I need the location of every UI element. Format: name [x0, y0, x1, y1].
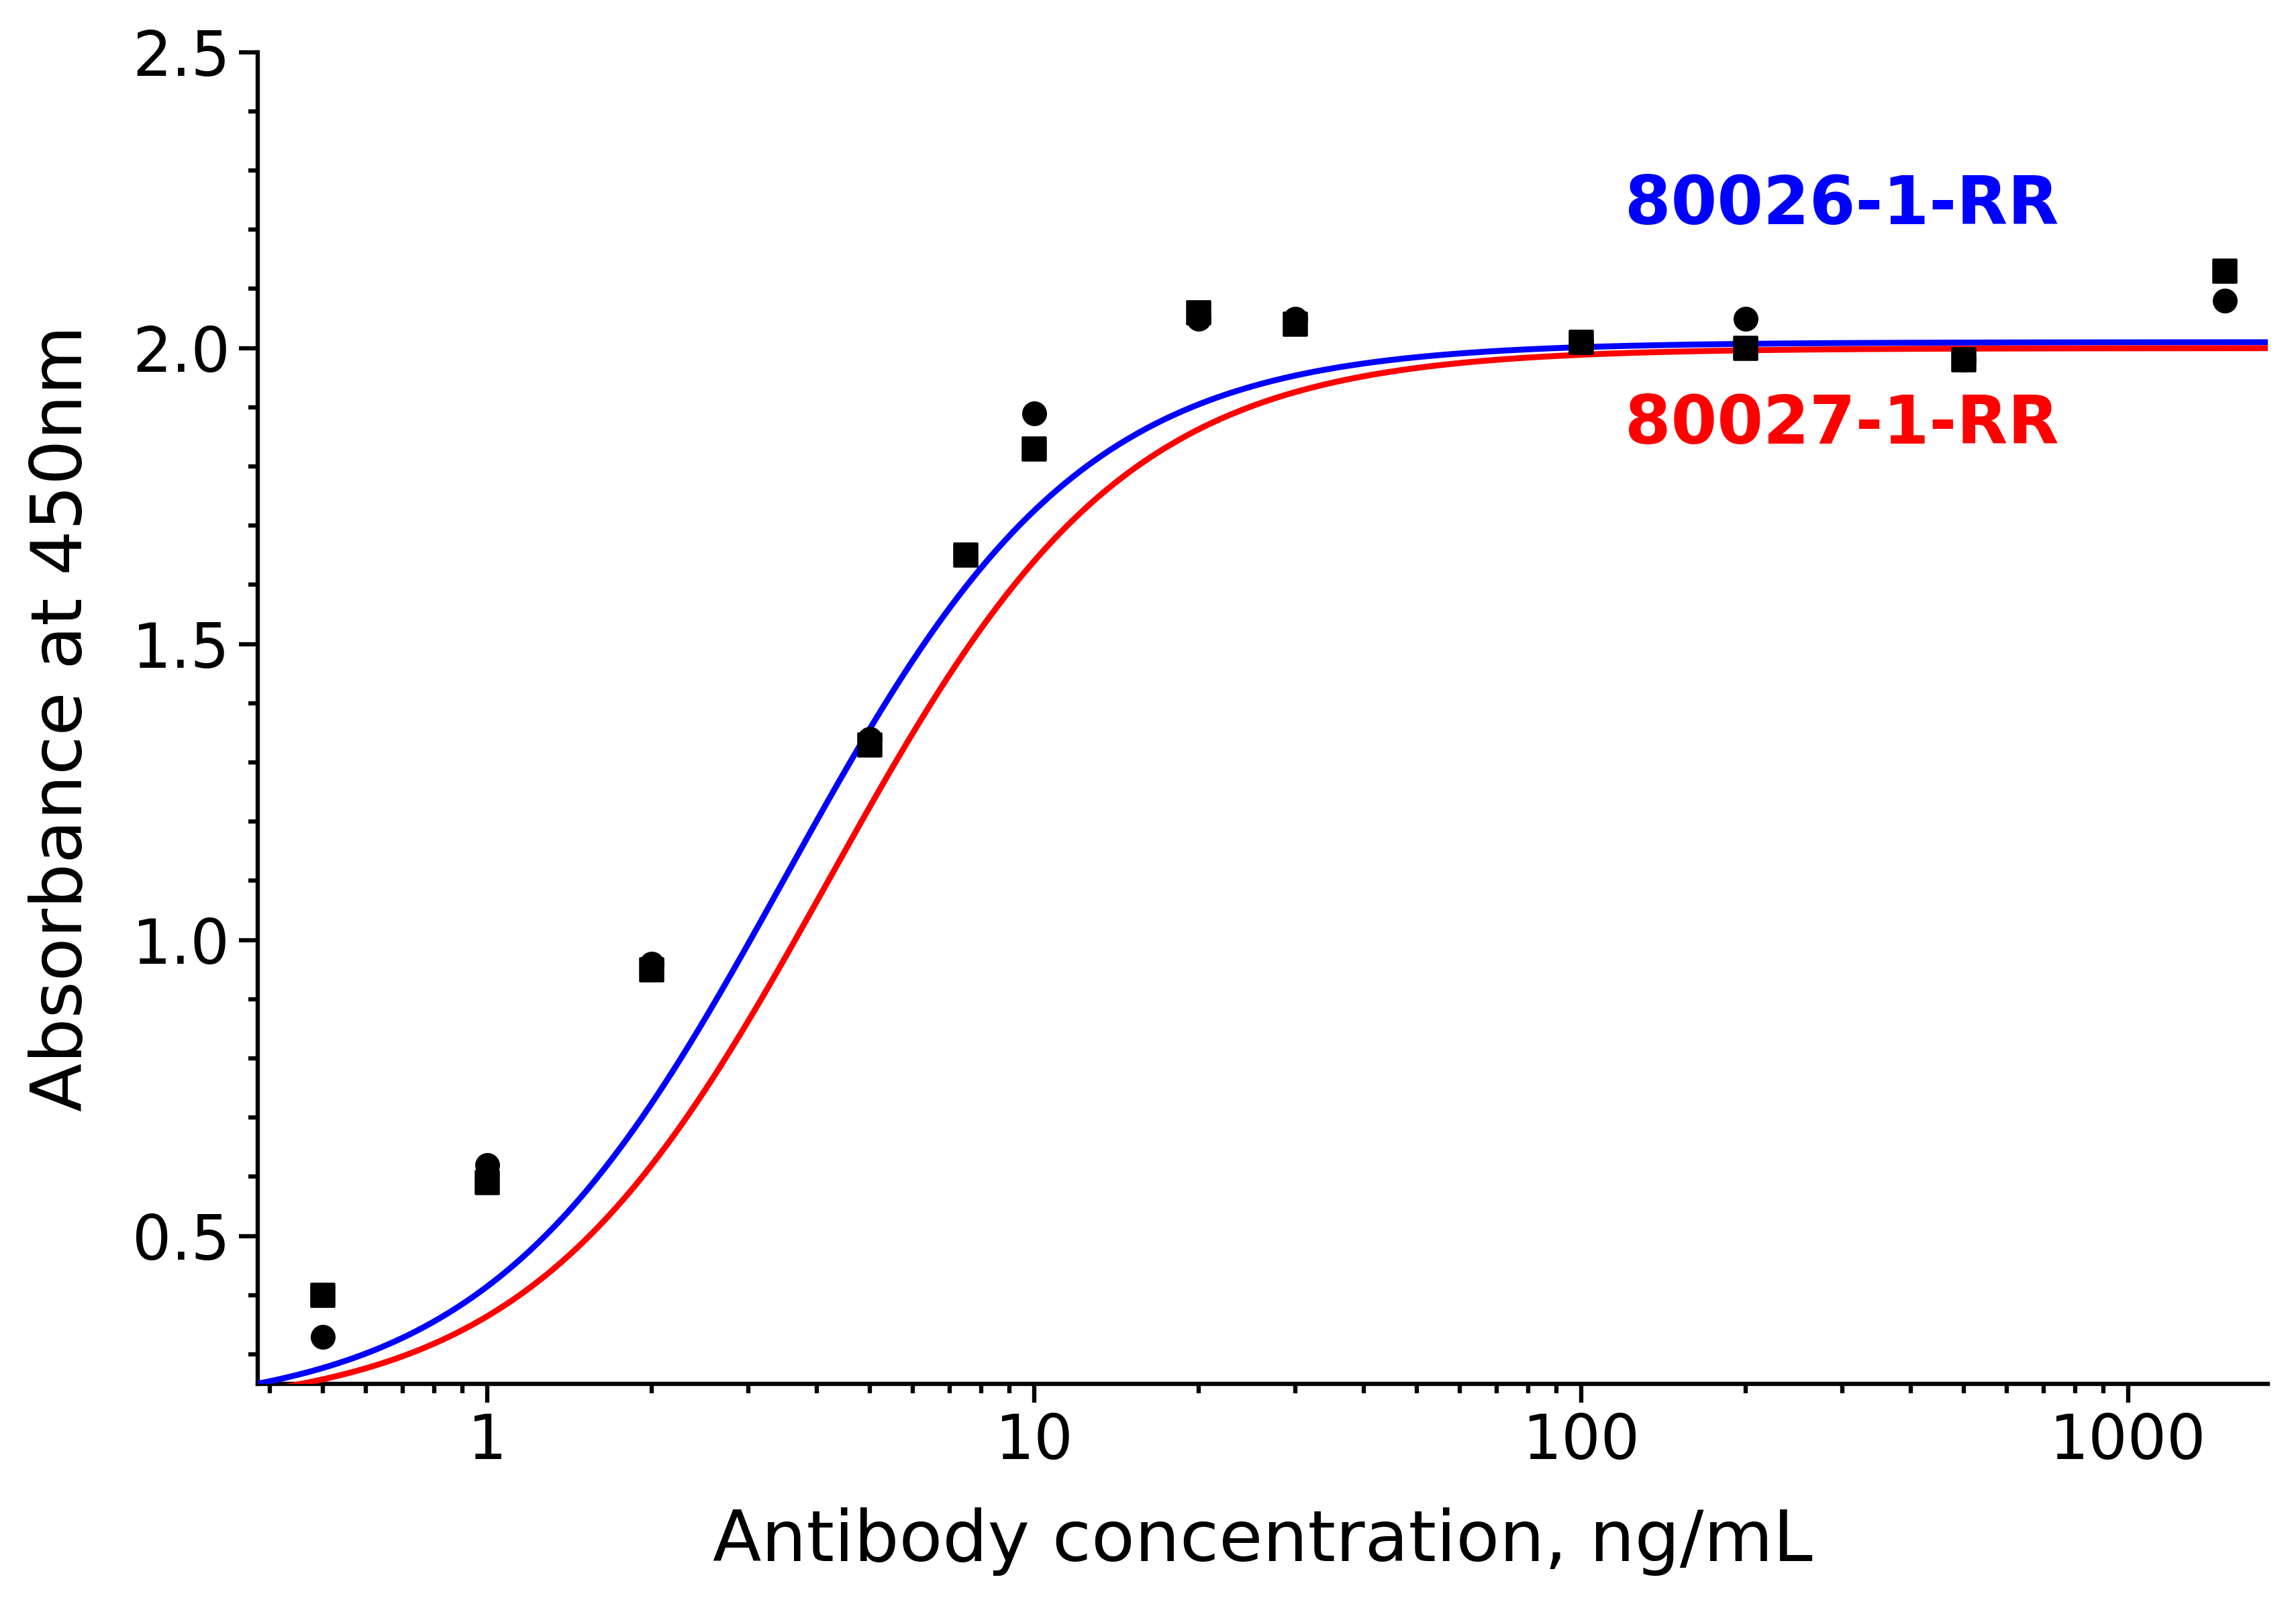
Point	[1945, 346, 1981, 372]
Point	[1015, 401, 1052, 427]
Point	[1564, 329, 1600, 354]
Text: 80026-1-RR: 80026-1-RR	[1623, 173, 2057, 237]
Text: 80027-1-RR: 80027-1-RR	[1623, 393, 2057, 457]
Point	[468, 1152, 505, 1177]
Point	[1180, 306, 1217, 332]
X-axis label: Antibody concentration, ng/mL: Antibody concentration, ng/mL	[712, 1508, 1812, 1575]
Point	[1277, 311, 1313, 337]
Point	[305, 1323, 342, 1349]
Point	[1945, 346, 1981, 372]
Point	[1727, 306, 1763, 332]
Point	[634, 958, 670, 983]
Point	[634, 951, 670, 977]
Point	[1180, 300, 1217, 326]
Point	[1564, 329, 1600, 354]
Point	[1727, 335, 1763, 361]
Point	[1015, 436, 1052, 462]
Point	[468, 1169, 505, 1195]
Y-axis label: Absorbance at 450nm: Absorbance at 450nm	[28, 326, 96, 1112]
Point	[852, 727, 889, 752]
Point	[852, 731, 889, 757]
Point	[2206, 258, 2243, 284]
Point	[305, 1282, 342, 1307]
Point	[2206, 289, 2243, 314]
Point	[948, 542, 985, 568]
Point	[1277, 306, 1313, 332]
